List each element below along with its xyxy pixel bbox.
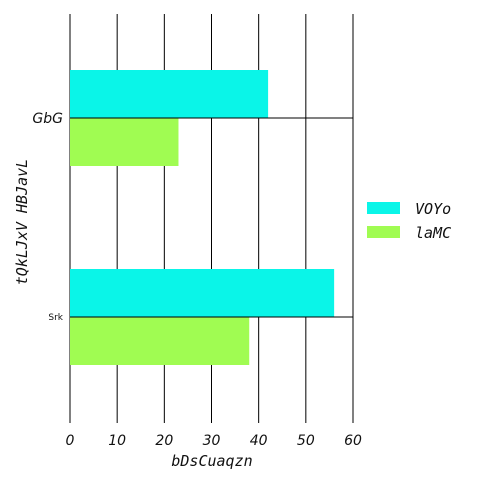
- legend-swatch-VOYo: [367, 202, 400, 214]
- bar-laMC-Srk: [70, 317, 250, 365]
- x-axis-title: bDsCuaqzn: [171, 452, 252, 470]
- y-axis-title: tQkLJxV HBJavL: [13, 159, 31, 285]
- x-tick-label-2: 20: [155, 433, 173, 449]
- legend-label-VOYo: VOYo: [415, 200, 451, 218]
- legend: VOYo laMC: [367, 200, 451, 242]
- category-label-GbG: GbG: [32, 111, 63, 127]
- legend-swatch-laMC: [367, 226, 400, 238]
- bar-VOYo-GbG: [70, 70, 269, 118]
- x-tick-label-5: 50: [297, 433, 315, 449]
- legend-label-laMC: laMC: [415, 224, 451, 242]
- category-label-Srk: Srk: [48, 313, 63, 323]
- x-tick-label-6: 60: [344, 433, 362, 449]
- x-tick-label-1: 10: [108, 433, 126, 449]
- category-labels: GbG Srk: [32, 111, 63, 323]
- bar-VOYo-Srk: [70, 269, 335, 317]
- bars: [70, 70, 335, 365]
- x-tick-label-4: 40: [250, 433, 268, 449]
- bar-laMC-GbG: [70, 118, 179, 166]
- x-tick-label-3: 30: [203, 433, 221, 449]
- x-tick-labels: 0 10 20 30 40 50 60: [66, 433, 362, 449]
- category-lines: [70, 117, 353, 318]
- x-tick-label-0: 0: [66, 433, 75, 449]
